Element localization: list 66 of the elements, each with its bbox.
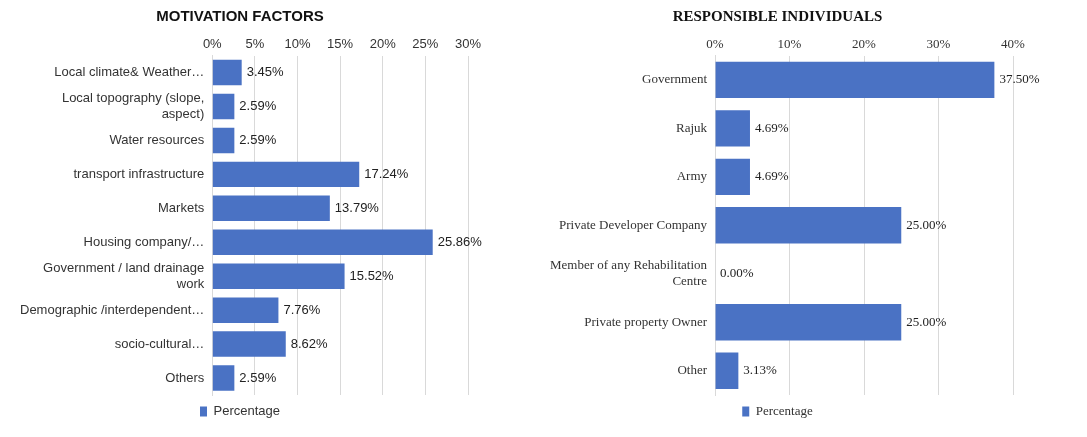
data-label: 2.59% xyxy=(239,132,277,148)
x-tick-label: 40% xyxy=(1001,36,1026,52)
y-tick-label: Government / land drainage work xyxy=(43,259,205,291)
data-label: 3.13% xyxy=(743,362,778,378)
data-label: 15.52% xyxy=(349,267,395,283)
x-tick-label: 10% xyxy=(777,36,802,52)
data-label: 2.59% xyxy=(239,369,277,385)
bar xyxy=(715,352,739,389)
x-tick-label: 30% xyxy=(926,36,951,52)
x-tick-label: 25% xyxy=(412,36,439,52)
y-tick-label: Local topography (slope, aspect) xyxy=(61,90,205,121)
x-tick-label: 30% xyxy=(454,36,482,52)
bar xyxy=(212,365,235,391)
y-tick-label: Others xyxy=(165,369,205,385)
data-label: 4.69% xyxy=(754,119,789,135)
x-tick-label: 10% xyxy=(284,36,311,52)
bar xyxy=(212,331,286,357)
bar xyxy=(212,161,360,188)
data-label: 8.62% xyxy=(290,335,329,351)
bar xyxy=(715,61,995,99)
y-tick-label: Other xyxy=(677,362,708,378)
x-tick-label: 5% xyxy=(245,36,265,52)
y-tick-label: Member of any Rehabilitation Centre xyxy=(549,257,708,289)
bar xyxy=(212,229,433,255)
y-tick-label: Local climate& Weather… xyxy=(54,64,205,80)
data-label: 25.00% xyxy=(906,313,947,329)
y-tick-label: socio-cultural… xyxy=(114,335,205,351)
bar xyxy=(715,110,750,147)
data-label: 17.24% xyxy=(364,165,409,181)
y-tick-label: Housing company/… xyxy=(83,233,205,249)
y-tick-label: Rajuk xyxy=(675,119,708,135)
x-tick-label: 0% xyxy=(706,36,724,52)
bar xyxy=(715,304,902,341)
y-tick-label: Private Developer Company xyxy=(559,216,708,232)
x-tick-label: 15% xyxy=(327,36,354,52)
y-tick-label: Demographic /interdependent… xyxy=(20,301,205,317)
bar xyxy=(212,297,279,323)
bar xyxy=(212,93,235,120)
data-label: 0.00% xyxy=(720,265,754,281)
y-tick-label: Government xyxy=(642,71,708,87)
legend-label: Percentage xyxy=(755,402,813,418)
chart-title: RESPONSIBLE INDIVIDUALS xyxy=(672,7,883,24)
y-tick-label: transport infrastructure xyxy=(73,165,205,181)
bar xyxy=(212,59,242,86)
y-tick-label: Markets xyxy=(158,199,205,215)
bar xyxy=(715,158,750,195)
data-label: 25.00% xyxy=(906,216,947,232)
legend-label: Percentage xyxy=(213,403,280,419)
data-label: 7.76% xyxy=(283,301,321,317)
data-label: 3.45% xyxy=(246,64,284,80)
bar xyxy=(212,127,235,154)
x-tick-label: 20% xyxy=(369,36,397,52)
data-label: 2.59% xyxy=(239,98,277,114)
bar xyxy=(212,195,330,222)
bar xyxy=(212,263,345,289)
x-tick-label: 20% xyxy=(852,36,877,52)
chart-title: MOTIVATION FACTORS xyxy=(156,7,324,25)
data-label: 37.50% xyxy=(999,71,1040,87)
bar xyxy=(715,207,902,244)
y-tick-label: Army xyxy=(676,168,708,184)
data-label: 13.79% xyxy=(334,199,380,215)
y-tick-label: Water resources xyxy=(109,132,205,148)
x-tick-label: 0% xyxy=(202,36,223,52)
y-tick-label: Private property Owner xyxy=(584,313,708,329)
data-label: 25.86% xyxy=(437,233,483,249)
data-label: 4.69% xyxy=(754,168,789,184)
